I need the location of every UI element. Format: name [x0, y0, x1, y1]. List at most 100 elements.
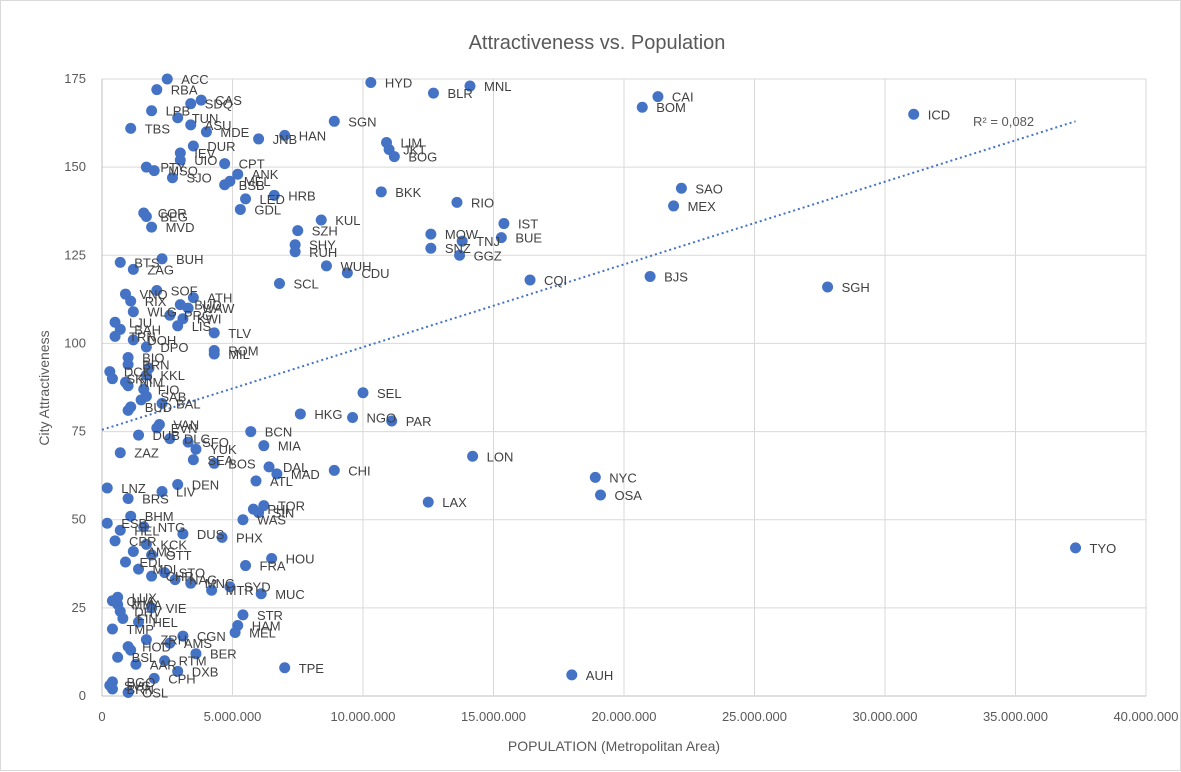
data-point — [114, 524, 126, 536]
data-point — [146, 570, 158, 582]
data-point — [125, 510, 137, 522]
data-label: CAS — [215, 93, 242, 108]
data-point — [566, 669, 578, 681]
data-label: DAL — [283, 460, 308, 475]
x-tick-label: 15.000.000 — [461, 709, 526, 724]
data-label: MEL — [244, 174, 271, 189]
data-label: SNZ — [445, 241, 471, 256]
x-tick-label: 40.000.000 — [1113, 709, 1178, 724]
data-point — [140, 634, 152, 646]
data-label: MOW — [445, 227, 479, 242]
data-point — [341, 267, 353, 279]
data-label: DCK — [124, 365, 152, 380]
data-label: TMP — [126, 622, 153, 637]
data-point — [135, 394, 147, 406]
data-point — [234, 203, 246, 215]
data-label: BRS — [142, 492, 169, 507]
data-label: KCK — [160, 537, 187, 552]
data-label: ATL — [270, 474, 293, 489]
data-point — [675, 182, 687, 194]
data-point — [166, 172, 178, 184]
data-label: ICD — [928, 107, 950, 122]
data-label: BSB — [239, 178, 265, 193]
data-point — [454, 249, 466, 261]
data-point — [130, 658, 142, 670]
data-label: RIX — [145, 294, 167, 309]
data-label: HRB — [288, 188, 315, 203]
data-point — [172, 320, 184, 332]
trendline — [101, 120, 1076, 431]
data-point — [232, 168, 244, 180]
data-label: BJS — [664, 269, 688, 284]
x-tick-label: 5.000.000 — [204, 709, 262, 724]
data-point — [240, 193, 252, 205]
x-tick-label: 0 — [98, 709, 105, 724]
data-point — [151, 422, 163, 434]
data-point — [140, 211, 152, 223]
x-axis-title: POPULATION (Metropolitan Area) — [508, 738, 720, 754]
data-label: ATH — [207, 291, 232, 306]
data-label: BEG — [160, 210, 187, 225]
data-label: BUD — [194, 298, 221, 313]
data-label: LON — [487, 449, 514, 464]
data-point — [425, 228, 437, 240]
data-point — [292, 225, 304, 237]
data-point — [200, 126, 212, 138]
data-point — [347, 411, 359, 423]
data-point — [148, 672, 160, 684]
data-label: TPE — [299, 661, 325, 676]
data-point — [174, 154, 186, 166]
y-tick-label: 75 — [72, 424, 86, 439]
data-label: FIN — [137, 611, 158, 626]
data-point — [273, 277, 285, 289]
data-point — [229, 627, 241, 639]
data-point — [187, 140, 199, 152]
data-point — [172, 478, 184, 490]
data-label: IEV — [194, 146, 215, 161]
data-label: NIM — [139, 375, 163, 390]
data-point — [253, 133, 265, 145]
data-label: CPH — [168, 671, 195, 686]
data-point — [127, 263, 139, 275]
data-point — [195, 94, 207, 106]
data-label: LED — [260, 192, 285, 207]
data-point — [140, 538, 152, 550]
data-label: ASU — [205, 118, 232, 133]
data-label: SJO — [186, 171, 211, 186]
data-label: MNC — [205, 576, 235, 591]
data-point — [109, 535, 121, 547]
data-point — [101, 517, 113, 529]
data-label: BGO — [126, 675, 155, 690]
data-point — [146, 221, 158, 233]
data-label: CPR — [129, 534, 156, 549]
data-point — [125, 122, 137, 134]
data-label: SFO — [202, 435, 229, 450]
data-label: DLC — [184, 432, 210, 447]
data-point — [644, 270, 656, 282]
data-point — [187, 454, 199, 466]
x-tick-label: 35.000.000 — [983, 709, 1048, 724]
data-point — [169, 574, 181, 586]
data-label: SAO — [695, 181, 722, 196]
data-label: PHX — [236, 530, 263, 545]
data-label: PAR — [406, 414, 432, 429]
data-point — [208, 457, 220, 469]
data-point — [114, 447, 126, 459]
data-point — [122, 359, 134, 371]
data-point — [122, 686, 134, 698]
data-point — [140, 341, 152, 353]
data-point — [375, 186, 387, 198]
data-label: SAB — [160, 389, 186, 404]
data-point — [122, 380, 134, 392]
data-point — [164, 637, 176, 649]
data-point — [636, 101, 648, 113]
data-label: LNZ — [121, 481, 146, 496]
data-label: CHI — [348, 463, 370, 478]
data-label: MTR — [226, 583, 254, 598]
y-tick-label: 125 — [64, 247, 86, 262]
data-label: DUS — [197, 527, 225, 542]
data-point — [159, 567, 171, 579]
x-tick-label: 25.000.000 — [722, 709, 787, 724]
